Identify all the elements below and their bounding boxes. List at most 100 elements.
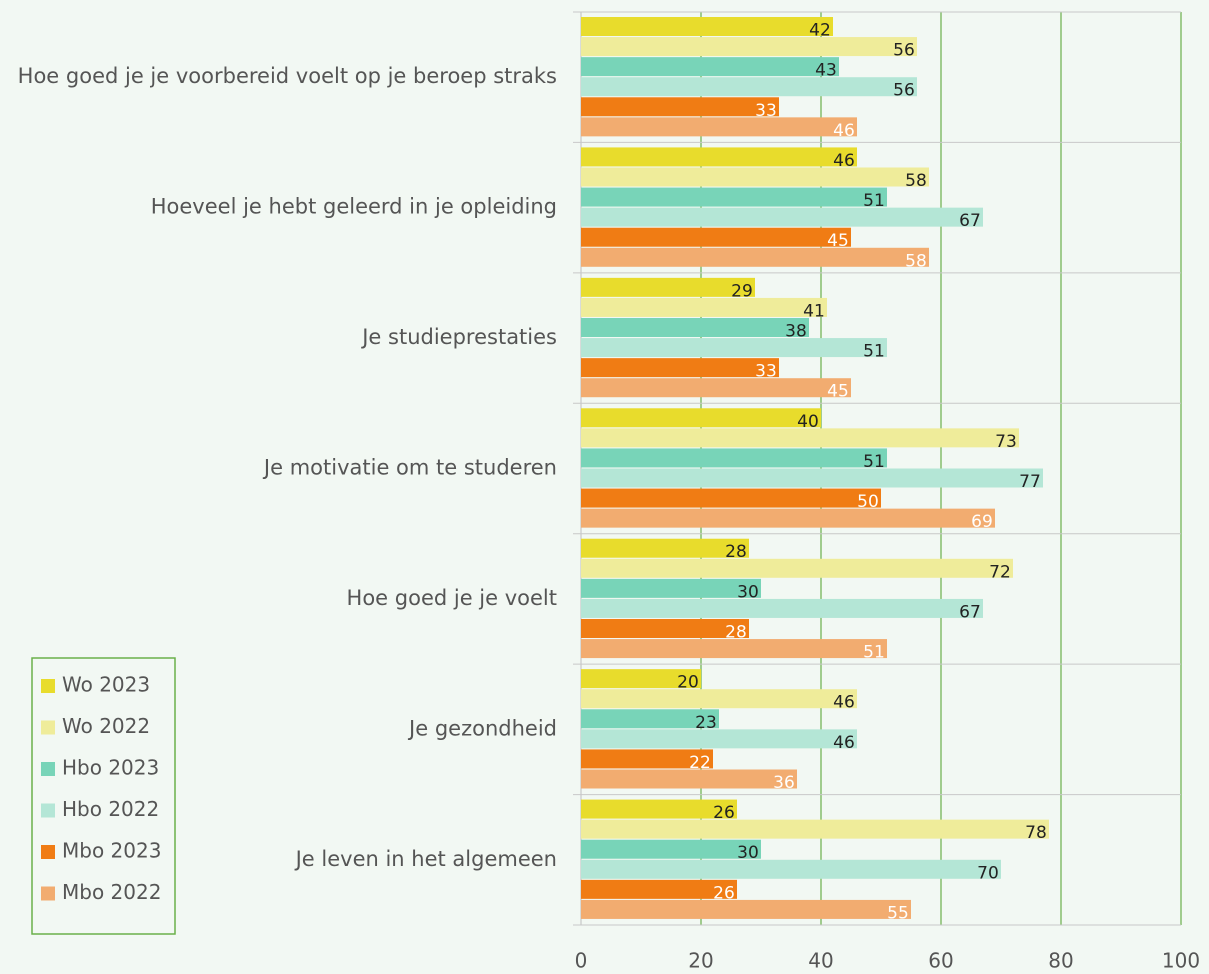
bar (581, 277, 755, 297)
data-label: 46 (833, 693, 855, 713)
bar (581, 749, 713, 769)
data-label: 43 (815, 61, 837, 81)
data-label: 77 (1019, 472, 1041, 492)
data-label: 45 (827, 231, 849, 251)
bar (581, 378, 851, 398)
data-label: 38 (785, 322, 807, 342)
bar (581, 318, 809, 337)
data-label: 22 (689, 753, 711, 773)
data-label: 67 (959, 602, 981, 622)
data-label: 36 (773, 773, 795, 793)
bar (581, 899, 911, 919)
bar (581, 77, 917, 97)
bar (581, 297, 827, 317)
data-label: 51 (863, 643, 885, 663)
data-label: 29 (731, 281, 753, 301)
bar (581, 689, 857, 709)
category-label: Hoeveel je hebt geleerd in je opleiding (151, 195, 557, 219)
bar (581, 598, 983, 618)
bar (581, 117, 857, 137)
data-label: 51 (863, 191, 885, 211)
legend-label: Mbo 2023 (62, 839, 161, 863)
bar (581, 338, 887, 358)
data-label: 51 (863, 452, 885, 472)
bar (581, 558, 1013, 578)
x-tick-label: 20 (688, 949, 713, 973)
category-label: Je studieprestaties (360, 325, 557, 349)
data-label: 40 (797, 412, 819, 432)
bar (581, 578, 761, 598)
bar (581, 769, 797, 789)
legend-box (31, 657, 176, 935)
x-tick-label: 0 (575, 949, 588, 973)
bar (581, 247, 929, 267)
bar (581, 17, 833, 36)
data-label: 30 (737, 582, 759, 602)
bar (581, 57, 839, 77)
data-label: 45 (827, 382, 849, 402)
data-label: 56 (893, 41, 915, 61)
bar (581, 859, 1001, 879)
data-label: 58 (905, 171, 927, 191)
bar (581, 488, 881, 508)
bar (581, 207, 983, 227)
bar (581, 879, 737, 899)
legend-swatch (41, 886, 55, 901)
legend-label: Wo 2023 (62, 673, 150, 697)
bar (581, 669, 701, 689)
bar (581, 639, 887, 659)
data-label: 46 (833, 121, 855, 141)
legend-swatch (41, 803, 55, 818)
x-tick-label: 40 (808, 949, 833, 973)
bar (581, 709, 719, 729)
bar (581, 729, 857, 749)
data-label: 69 (971, 512, 993, 532)
data-label: 73 (995, 432, 1017, 452)
bar (581, 799, 737, 819)
data-label: 46 (833, 151, 855, 171)
data-label: 23 (695, 713, 717, 733)
data-label: 20 (677, 673, 699, 693)
category-label: Hoe goed je je voelt (347, 586, 557, 610)
bar (581, 508, 995, 528)
bar (581, 147, 857, 167)
data-label: 26 (713, 883, 735, 903)
data-label: 33 (755, 362, 777, 382)
data-label: 46 (833, 733, 855, 753)
data-label: 51 (863, 342, 885, 362)
legend-swatch (41, 679, 55, 693)
bar (581, 167, 929, 187)
data-label: 55 (887, 903, 909, 923)
bar (581, 408, 821, 428)
legend-label: Hbo 2022 (62, 797, 159, 821)
category-label: Je leven in het algemeen (294, 847, 557, 871)
category-label: Hoe goed je je voorbereid voelt op je be… (18, 64, 557, 88)
bar (581, 227, 851, 247)
legend-swatch (41, 845, 55, 859)
legend-label: Hbo 2023 (62, 756, 159, 780)
legend-swatch (41, 720, 55, 735)
data-label: 70 (977, 863, 999, 883)
data-label: 42 (809, 21, 831, 41)
legend-label: Mbo 2022 (62, 880, 161, 904)
bar (581, 358, 779, 378)
bar (581, 839, 761, 859)
bar (581, 819, 1049, 839)
data-label: 41 (803, 301, 825, 321)
data-label: 26 (713, 803, 735, 823)
bar (581, 468, 1043, 488)
bar (581, 97, 779, 117)
data-label: 30 (737, 843, 759, 863)
bar (581, 448, 887, 468)
bar (581, 187, 887, 207)
bar (581, 619, 749, 638)
data-label: 28 (725, 542, 747, 562)
category-label: Je gezondheid (407, 716, 557, 740)
data-label: 50 (857, 492, 879, 512)
data-label: 78 (1025, 823, 1047, 843)
bar (581, 428, 1019, 448)
bar (581, 37, 917, 57)
x-tick-label: 100 (1162, 949, 1200, 973)
category-label: Je motivatie om te studeren (262, 456, 557, 480)
